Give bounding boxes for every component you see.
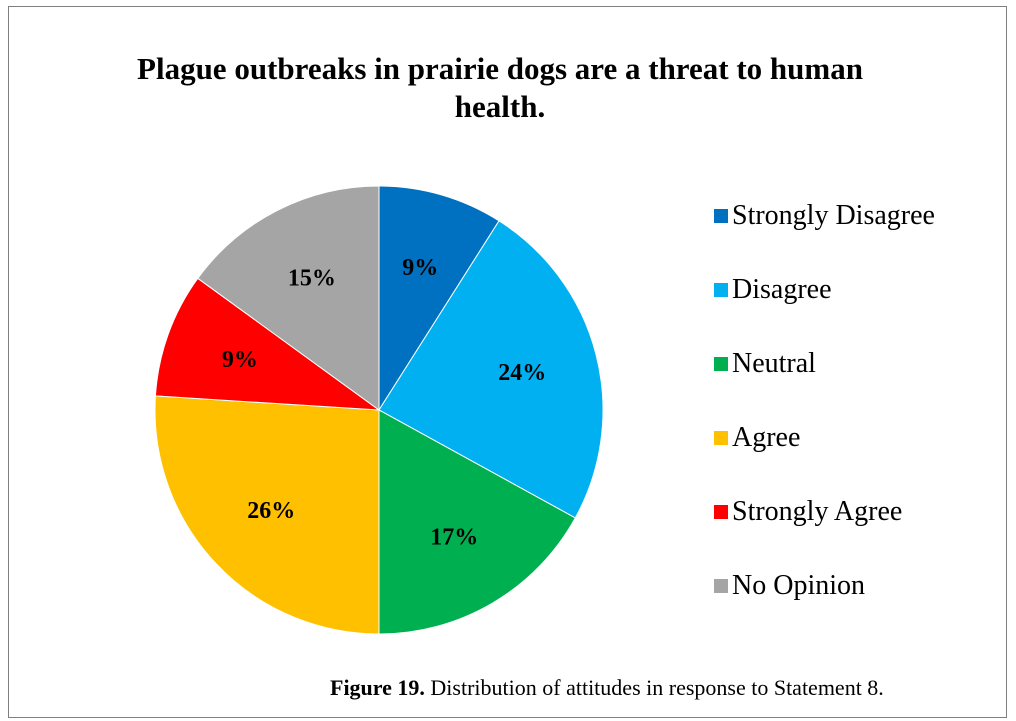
data-label-no-opinion: 15%	[288, 265, 336, 291]
figure-caption: Figure 19. Distribution of attitudes in …	[330, 675, 884, 701]
legend-label: Neutral	[732, 348, 816, 379]
data-label-strongly-agree: 9%	[222, 347, 258, 373]
pie-slice-neutral	[378, 409, 576, 635]
legend-item: Strongly Agree	[714, 492, 902, 532]
legend-item: Neutral	[714, 344, 816, 384]
pie-slice-strongly-disagree	[378, 185, 500, 412]
legend-swatch	[714, 505, 728, 519]
legend-swatch	[714, 209, 728, 223]
data-label-strongly-disagree: 9%	[402, 255, 438, 281]
legend-item: No Opinion	[714, 566, 865, 606]
legend-swatch	[714, 357, 728, 371]
legend-label: Strongly Disagree	[732, 200, 935, 231]
data-label-agree: 26%	[247, 498, 295, 524]
legend-swatch	[714, 283, 728, 297]
pie-slice-no-opinion	[197, 185, 380, 411]
pie-slice-strongly-agree	[154, 277, 381, 411]
legend-item: Strongly Disagree	[714, 196, 935, 236]
figure-caption-label: Figure 19.	[330, 675, 425, 700]
legend-item: Agree	[714, 418, 800, 458]
legend-label: Agree	[732, 422, 801, 453]
legend-label: No Opinion	[732, 570, 865, 601]
legend-item: Disagree	[714, 270, 832, 310]
pie-slice-disagree	[378, 220, 604, 519]
pie-slice-agree	[154, 395, 380, 635]
legend-label: Strongly Agree	[732, 496, 903, 527]
data-label-neutral: 17%	[430, 524, 478, 550]
chart-title: Plague outbreaks in prairie dogs are a t…	[137, 51, 863, 124]
legend-swatch	[714, 579, 728, 593]
figure-caption-text: Distribution of attitudes in response to…	[430, 675, 884, 700]
legend-swatch	[714, 431, 728, 445]
data-label-disagree: 24%	[498, 360, 546, 386]
legend-label: Disagree	[732, 274, 832, 305]
